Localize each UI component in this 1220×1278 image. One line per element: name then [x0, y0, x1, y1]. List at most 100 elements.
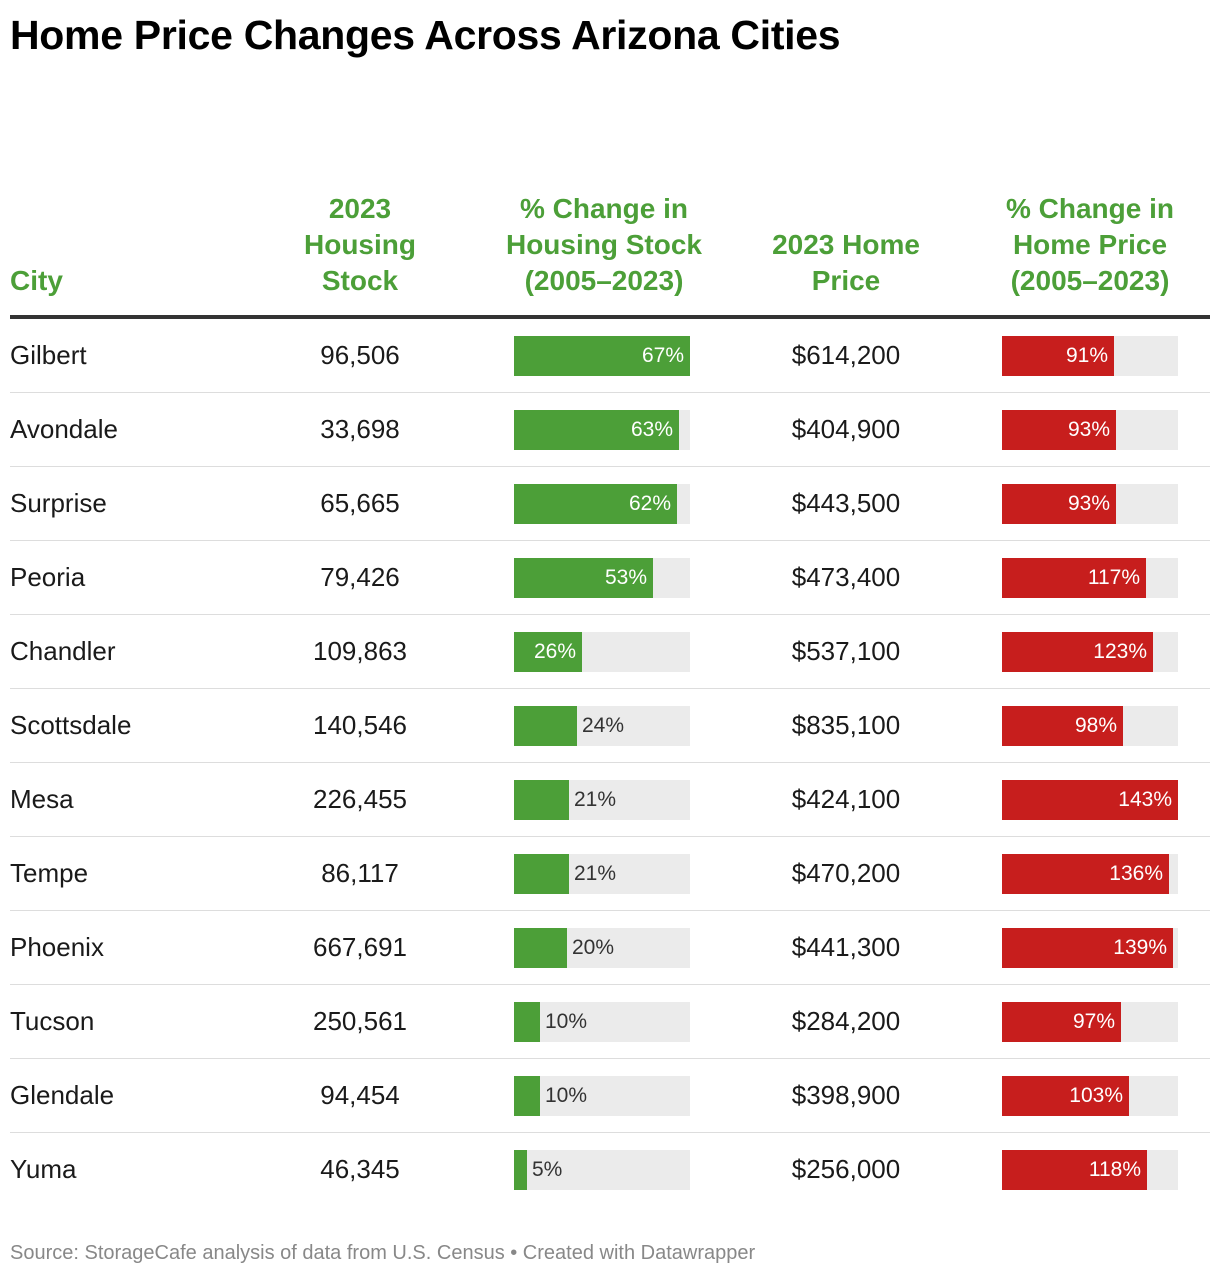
- home-price-change-bar-label: 117%: [1087, 566, 1140, 589]
- home-price-change-bar-track: 143%: [1002, 780, 1178, 820]
- housing-stock-change-bar-label: 20%: [572, 936, 615, 959]
- header-housing-stock-change[interactable]: % Change in Housing Stock (2005–2023): [505, 193, 702, 296]
- housing-stock-change-bar: [514, 1002, 540, 1042]
- housing-stock-change-bar: [514, 854, 569, 894]
- home-price-value: $835,100: [791, 710, 901, 740]
- housing-stock-change-bar-track: 24%: [514, 706, 690, 746]
- home-price-value: $256,000: [791, 1154, 901, 1184]
- city-name: Avondale: [10, 414, 118, 444]
- home-price-change-bar: [1002, 1002, 1121, 1042]
- home-price-value: $404,900: [791, 414, 901, 444]
- housing-stock-change-bar-label: 24%: [582, 714, 625, 737]
- header-home-price[interactable]: 2023 Home Price: [772, 229, 920, 296]
- housing-stock-value: 94,454: [320, 1080, 400, 1110]
- housing-stock-value: 109,863: [313, 636, 407, 666]
- table-row[interactable]: Peoria 79,426 53% $473,400 117%: [10, 541, 1210, 615]
- table-row[interactable]: Tucson 250,561 10% $284,200 97%: [10, 985, 1210, 1059]
- home-price-change-bar-label: 98%: [1074, 714, 1117, 737]
- table-row[interactable]: Chandler 109,863 26% $537,100 123%: [10, 615, 1210, 689]
- housing-stock-change-bar-label: 21%: [574, 788, 617, 811]
- housing-stock-change-bar-label: 10%: [545, 1084, 588, 1107]
- housing-stock-change-bar-track: 21%: [514, 854, 690, 894]
- header-housing-stock[interactable]: 2023 Housing Stock: [304, 193, 416, 296]
- housing-stock-change-bar-label: 67%: [641, 344, 684, 367]
- home-price-change-bar-track: 118%: [1002, 1150, 1178, 1190]
- home-price-value: $441,300: [791, 932, 901, 962]
- table-row[interactable]: Yuma 46,345 5% $256,000 118%: [10, 1133, 1210, 1207]
- data-table: City 2023 Housing Stock % Change in Hous…: [10, 112, 1210, 1207]
- city-name: Chandler: [10, 636, 116, 666]
- home-price-change-bar-track: 139%: [1002, 928, 1178, 968]
- housing-stock-change-bar-track: 26%: [514, 632, 690, 672]
- housing-stock-change-bar: [514, 336, 690, 376]
- home-price-change-bar-track: 123%: [1002, 632, 1178, 672]
- housing-stock-change-bar-label: 63%: [630, 418, 673, 441]
- header-home-price-change[interactable]: % Change in Home Price (2005–2023): [1005, 193, 1174, 296]
- housing-stock-change-bar-track: 10%: [514, 1002, 690, 1042]
- city-name: Tempe: [10, 858, 89, 888]
- home-price-change-bar-label: 103%: [1069, 1084, 1123, 1107]
- housing-stock-change-bar-label: 5%: [532, 1158, 563, 1181]
- city-name: Tucson: [10, 1006, 95, 1036]
- table-row[interactable]: Avondale 33,698 63% $404,900 93%: [10, 393, 1210, 467]
- home-price-value: $537,100: [791, 636, 901, 666]
- home-price-change-bar-track: 117%: [1002, 558, 1178, 598]
- table-row[interactable]: Gilbert 96,506 67% $614,200 91%: [10, 319, 1210, 393]
- home-price-change-bar: [1002, 706, 1123, 746]
- housing-stock-value: 250,561: [313, 1006, 407, 1036]
- home-price-change-bar-label: 139%: [1113, 936, 1167, 959]
- home-price-value: $470,200: [791, 858, 901, 888]
- table-row[interactable]: Scottsdale 140,546 24% $835,100 98%: [10, 689, 1210, 763]
- home-price-change-bar-label: 136%: [1109, 862, 1163, 885]
- housing-stock-value: 65,665: [320, 488, 400, 518]
- housing-stock-value: 226,455: [313, 784, 407, 814]
- table-row[interactable]: Surprise 65,665 62% $443,500 93%: [10, 467, 1210, 541]
- home-price-change-bar-track: 93%: [1002, 410, 1178, 450]
- home-price-value: $284,200: [791, 1006, 901, 1036]
- chart-title: Home Price Changes Across Arizona Cities: [10, 12, 841, 58]
- source-footer: Source: StorageCafe analysis of data fro…: [10, 1242, 756, 1264]
- home-price-change-bar: [1002, 484, 1116, 524]
- table-row[interactable]: Mesa 226,455 21% $424,100 143%: [10, 763, 1210, 837]
- home-price-change-bar-track: 91%: [1002, 336, 1178, 376]
- city-name: Gilbert: [10, 340, 87, 370]
- housing-stock-change-bar: [514, 1150, 527, 1190]
- housing-stock-value: 86,117: [321, 858, 399, 888]
- city-name: Surprise: [10, 488, 107, 518]
- housing-stock-change-bar-track: 21%: [514, 780, 690, 820]
- home-price-change-bar: [1002, 780, 1178, 820]
- home-price-change-bar: [1002, 558, 1146, 598]
- home-price-change-bar-label: 118%: [1088, 1158, 1141, 1181]
- housing-stock-change-bar: [514, 1076, 540, 1116]
- header-city[interactable]: City: [10, 265, 63, 296]
- home-price-change-bar: [1002, 1076, 1129, 1116]
- housing-stock-change-bar: [514, 780, 569, 820]
- home-price-change-bar-track: 97%: [1002, 1002, 1178, 1042]
- housing-stock-change-bar: [514, 410, 679, 450]
- housing-stock-change-bar: [514, 484, 677, 524]
- home-price-value: $398,900: [791, 1080, 901, 1110]
- city-name: Glendale: [10, 1080, 115, 1110]
- home-price-change-bar-label: 97%: [1072, 1010, 1115, 1033]
- home-price-change-bar-label: 93%: [1067, 418, 1110, 441]
- home-price-value: $443,500: [791, 488, 901, 518]
- header-divider: [10, 315, 1210, 319]
- housing-stock-value: 79,426: [320, 562, 400, 592]
- housing-stock-value: 46,345: [320, 1154, 400, 1184]
- home-price-change-bar-label: 143%: [1118, 788, 1172, 811]
- table-row[interactable]: Phoenix 667,691 20% $441,300 139%: [10, 911, 1210, 985]
- housing-stock-change-bar-track: 5%: [514, 1150, 690, 1190]
- housing-stock-change-bar-label: 53%: [604, 566, 647, 589]
- housing-stock-change-bar-track: 53%: [514, 558, 690, 598]
- housing-stock-change-bar-label: 26%: [533, 640, 576, 663]
- home-price-change-bar-track: 136%: [1002, 854, 1178, 894]
- table-row[interactable]: Glendale 94,454 10% $398,900 103%: [10, 1059, 1210, 1133]
- housing-stock-change-bar-track: 10%: [514, 1076, 690, 1116]
- housing-stock-change-bar: [514, 558, 653, 598]
- home-price-change-bar-label: 123%: [1093, 640, 1147, 663]
- home-price-change-bar: [1002, 1150, 1147, 1190]
- table-row[interactable]: Tempe 86,117 21% $470,200 136%: [10, 837, 1210, 911]
- home-price-change-bar: [1002, 854, 1169, 894]
- home-price-change-bar: [1002, 336, 1114, 376]
- table-header: City 2023 Housing Stock % Change in Hous…: [10, 112, 1210, 315]
